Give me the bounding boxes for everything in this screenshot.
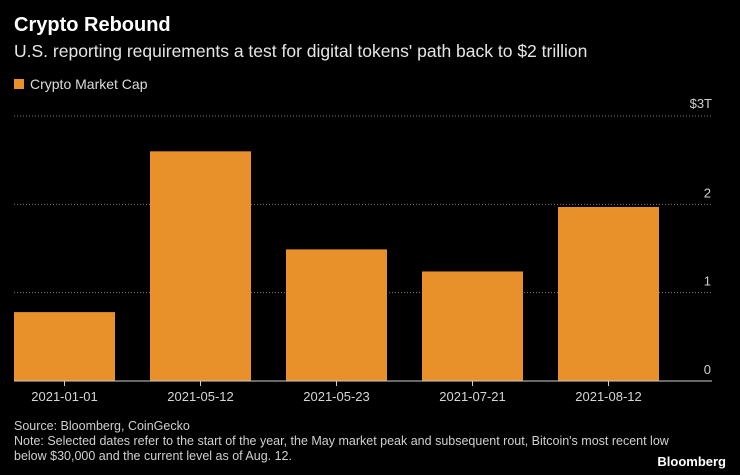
x-tick-label: 2021-08-12 xyxy=(575,389,642,404)
x-tick-label: 2021-05-12 xyxy=(167,389,234,404)
y-tick-label: 1 xyxy=(704,274,711,289)
y-unit-label: $3T xyxy=(690,96,712,111)
legend-label: Crypto Market Cap xyxy=(30,76,148,92)
x-tick-label: 2021-07-21 xyxy=(439,389,506,404)
bar xyxy=(14,312,115,381)
bar xyxy=(558,206,659,381)
y-tick-label: 0 xyxy=(704,362,711,377)
footnote: Note: Selected dates refer to the start … xyxy=(14,434,669,463)
bar xyxy=(150,151,251,381)
y-tick-label: 2 xyxy=(704,185,711,200)
legend: Crypto Market Cap xyxy=(14,76,147,92)
chart-subtitle: U.S. reporting requirements a test for d… xyxy=(14,41,588,61)
source-note: Source: Bloomberg, CoinGecko xyxy=(14,419,190,433)
legend-swatch xyxy=(14,79,24,89)
bloomberg-logo: Bloomberg xyxy=(657,454,726,469)
x-tick-label: 2021-05-23 xyxy=(303,389,370,404)
bar xyxy=(286,249,387,381)
bar xyxy=(422,271,523,381)
x-tick-label: 2021-01-01 xyxy=(31,389,98,404)
chart-title: Crypto Rebound xyxy=(14,14,171,36)
